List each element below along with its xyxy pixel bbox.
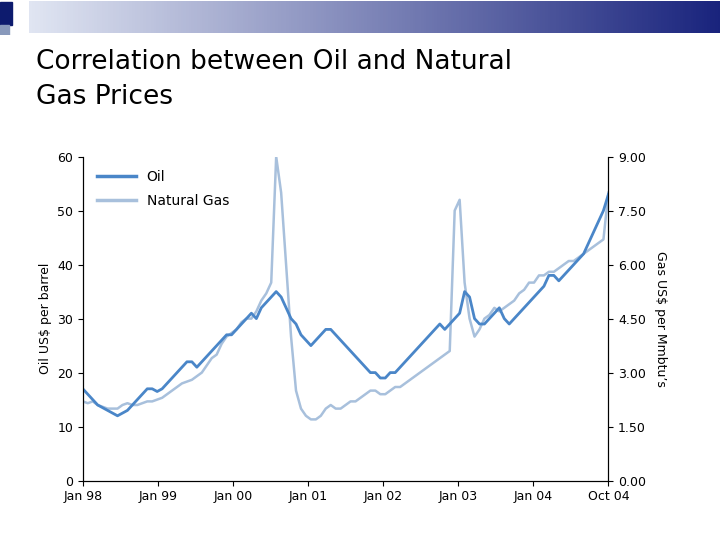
Bar (0, 24, 9, 35)
Y-axis label: Gas US$ per Mmbtu’s: Gas US$ per Mmbtu’s (654, 251, 667, 387)
Text: Gas Prices: Gas Prices (36, 84, 173, 110)
Text: Correlation between Oil and Natural: Correlation between Oil and Natural (36, 49, 512, 75)
Y-axis label: Oil US$ per barrel: Oil US$ per barrel (39, 263, 52, 374)
Bar (0, 2, 12, 24)
Legend: Oil, Natural Gas: Oil, Natural Gas (90, 164, 236, 215)
